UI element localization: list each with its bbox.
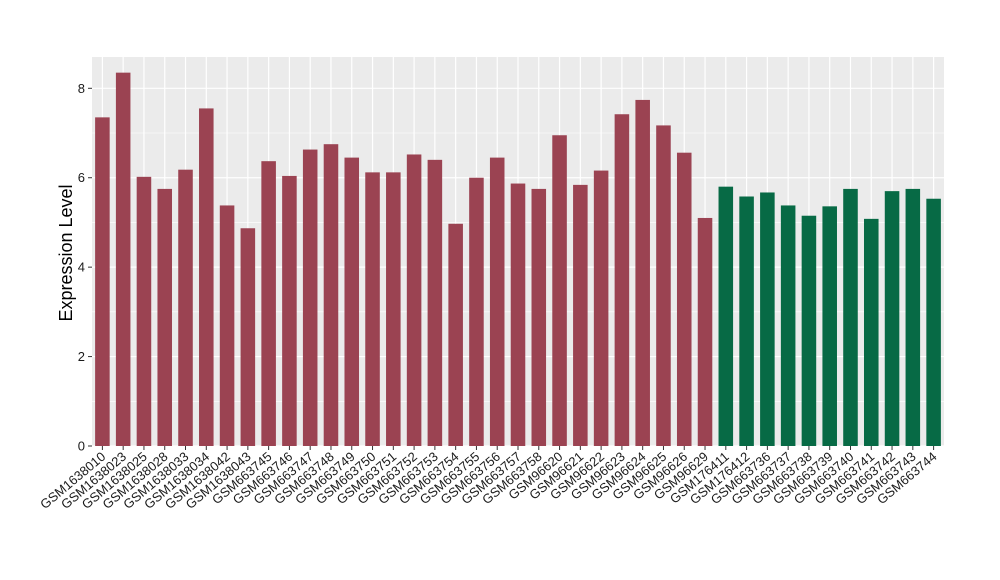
bar-GSM1638043 bbox=[240, 228, 256, 446]
bar-GSM96625 bbox=[656, 125, 671, 447]
bar-GSM1638028 bbox=[157, 188, 173, 447]
bar-GSM663756 bbox=[489, 157, 505, 446]
bar-GSM663752 bbox=[406, 154, 422, 446]
bar-GSM663754 bbox=[448, 223, 463, 446]
bar-GSM1638010 bbox=[95, 117, 110, 447]
bar-GSM96620 bbox=[552, 135, 567, 446]
bar-GSM663742 bbox=[884, 191, 900, 446]
bar-GSM96629 bbox=[697, 217, 713, 446]
bar-GSM663736 bbox=[760, 192, 775, 446]
bar-GSM663758 bbox=[531, 188, 547, 447]
bar-GSM96622 bbox=[593, 170, 609, 446]
bars bbox=[95, 72, 941, 447]
y-tick-label: 4 bbox=[78, 260, 85, 275]
y-tick-label: 0 bbox=[78, 439, 85, 454]
bar-GSM663743 bbox=[905, 188, 921, 447]
bar-GSM663755 bbox=[469, 177, 484, 447]
bar-GSM1638034 bbox=[199, 108, 214, 446]
bar-GSM663740 bbox=[843, 188, 858, 447]
y-tick-label: 2 bbox=[78, 349, 85, 364]
bar-GSM176411 bbox=[718, 186, 734, 446]
y-tick-label: 6 bbox=[78, 170, 85, 185]
bar-GSM96626 bbox=[676, 152, 692, 446]
bar-GSM663753 bbox=[427, 159, 443, 446]
x-axis: GSM1638010GSM1638023GSM1638025GSM1638028… bbox=[37, 446, 940, 512]
bar-GSM663749 bbox=[344, 157, 360, 446]
bar-GSM663746 bbox=[282, 175, 297, 446]
bar-GSM1638025 bbox=[136, 176, 152, 446]
bar-GSM176412 bbox=[739, 196, 754, 446]
bar-GSM1638023 bbox=[115, 72, 131, 447]
bar-GSM663748 bbox=[323, 144, 339, 447]
bar-GSM96624 bbox=[635, 99, 650, 447]
bar-GSM663741 bbox=[863, 218, 879, 446]
bar-GSM96621 bbox=[573, 184, 588, 446]
bar-GSM1638033 bbox=[178, 169, 193, 447]
bar-GSM663751 bbox=[386, 172, 401, 446]
y-tick-label: 8 bbox=[78, 81, 85, 96]
bar-GSM663750 bbox=[365, 172, 380, 446]
bar-GSM663747 bbox=[302, 149, 318, 446]
bar-GSM663739 bbox=[822, 206, 837, 446]
bar-GSM96623 bbox=[614, 114, 630, 447]
y-axis-title: Expression Level bbox=[56, 184, 76, 321]
bar-GSM663745 bbox=[261, 161, 276, 446]
bar-GSM1638042 bbox=[219, 205, 235, 446]
bar-GSM663744 bbox=[926, 198, 941, 446]
bar-GSM663738 bbox=[801, 215, 817, 446]
bar-GSM663737 bbox=[780, 205, 796, 446]
y-axis: 0 2 4 6 8 bbox=[78, 81, 92, 454]
bar-GSM663757 bbox=[510, 183, 526, 446]
